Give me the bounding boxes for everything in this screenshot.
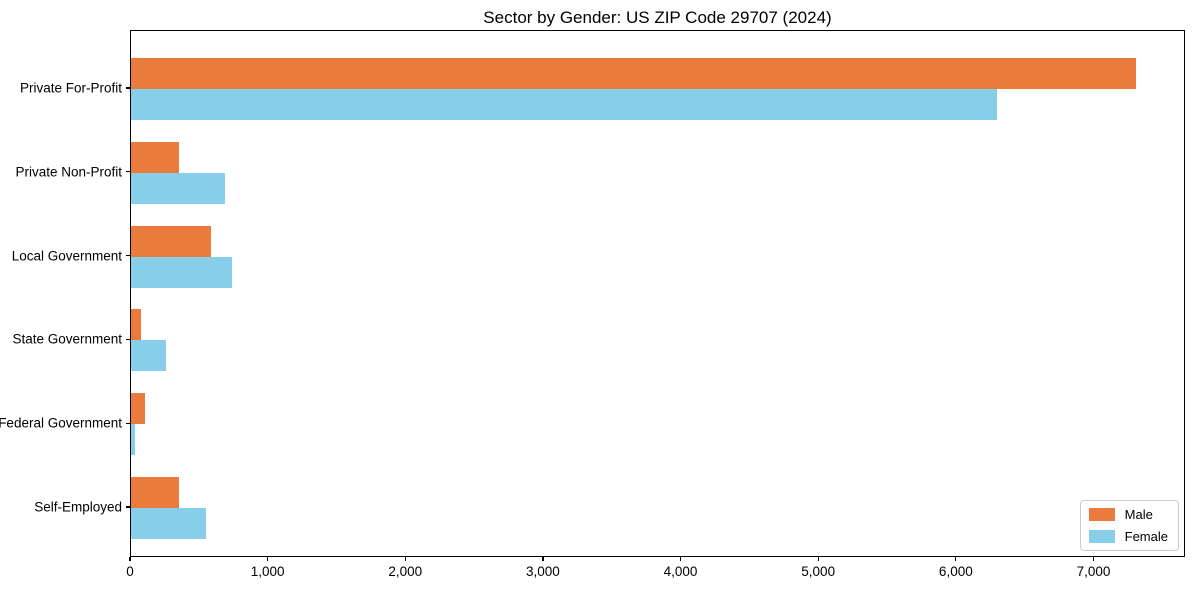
bar-male-private-non-profit	[131, 141, 180, 173]
bar-female-federal-government	[131, 424, 136, 456]
xtick-label: 2,000	[388, 564, 423, 579]
bar-male-local-government	[131, 225, 211, 257]
ytick-mark	[126, 171, 130, 173]
bar-male-state-government	[131, 309, 141, 341]
bar-female-local-government	[131, 256, 232, 288]
ytick-mark	[126, 422, 130, 424]
legend-entry-female: Female	[1088, 529, 1168, 544]
bar-male-private-for-profit	[131, 58, 1136, 89]
bar-female-private-for-profit	[131, 89, 997, 120]
legend-entry-male: Male	[1088, 507, 1168, 522]
legend-swatch-icon	[1088, 530, 1115, 543]
ytick-mark	[126, 255, 130, 257]
xtick-mark	[267, 557, 269, 561]
xtick-mark	[404, 557, 406, 561]
chart-title: Sector by Gender: US ZIP Code 29707 (202…	[483, 8, 832, 27]
ytick-label: Federal Government	[0, 415, 122, 431]
plot-area: Male Female	[130, 30, 1185, 557]
ytick-label: State Government	[12, 331, 122, 347]
xtick-mark	[129, 557, 131, 561]
bar-male-self-employed	[131, 477, 180, 508]
xtick-label: 4,000	[663, 564, 698, 579]
xtick-mark	[817, 557, 819, 561]
ytick-label: Private Non-Profit	[15, 164, 122, 180]
ytick-label: Private For-Profit	[19, 80, 122, 96]
ytick-mark	[126, 87, 130, 89]
xtick-label: 0	[126, 564, 134, 579]
ytick-mark	[126, 338, 130, 340]
xtick-mark	[1092, 557, 1095, 561]
xtick-label: 3,000	[526, 564, 560, 579]
ytick-label: Local Government	[11, 248, 122, 264]
ytick-label: Self-Employed	[34, 499, 122, 515]
bar-female-private-non-profit	[131, 172, 226, 204]
legend: Male Female	[1079, 500, 1179, 551]
xtick-label: 5,000	[801, 564, 836, 579]
ytick-mark	[126, 506, 130, 508]
xtick-label: 1,000	[250, 564, 285, 579]
xtick-label: 7,000	[1076, 564, 1111, 579]
xtick-mark	[679, 557, 682, 561]
legend-label: Male	[1124, 507, 1153, 522]
legend-label: Female	[1124, 529, 1168, 544]
xtick-mark	[542, 557, 544, 561]
xtick-mark	[955, 557, 957, 561]
legend-swatch-icon	[1088, 508, 1115, 521]
xtick-label: 6,000	[938, 564, 973, 579]
bar-female-self-employed	[131, 508, 206, 539]
bar-female-state-government	[131, 340, 167, 372]
bar-male-federal-government	[131, 393, 145, 425]
